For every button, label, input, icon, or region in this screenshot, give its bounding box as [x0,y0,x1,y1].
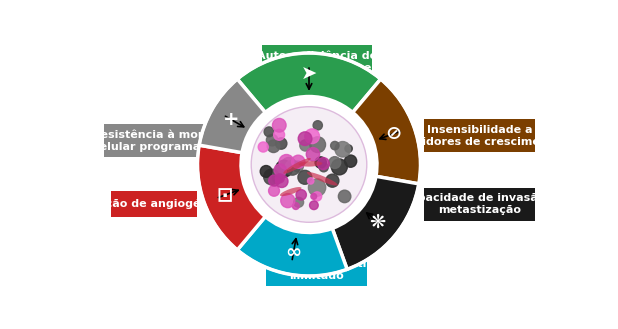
Circle shape [292,203,299,210]
Circle shape [298,132,312,145]
FancyBboxPatch shape [425,119,535,152]
Circle shape [310,201,318,210]
Text: Indução de angiogénese: Indução de angiogénese [78,199,230,209]
Circle shape [267,140,280,153]
FancyBboxPatch shape [266,254,367,287]
Circle shape [307,148,320,161]
Circle shape [310,137,326,153]
Circle shape [266,134,278,146]
Circle shape [329,157,341,168]
Wedge shape [332,176,419,269]
Circle shape [273,118,286,132]
Circle shape [269,185,279,196]
Circle shape [317,158,329,169]
Circle shape [269,175,280,186]
Text: Capacidade de invasão e
metastização: Capacidade de invasão e metastização [402,193,557,215]
Circle shape [276,175,288,188]
Wedge shape [237,216,347,276]
Circle shape [274,164,286,176]
Circle shape [241,96,377,233]
FancyBboxPatch shape [425,188,535,221]
Circle shape [335,141,350,157]
Circle shape [276,138,287,149]
Ellipse shape [251,107,367,222]
Circle shape [276,160,292,177]
FancyBboxPatch shape [261,44,372,80]
Circle shape [326,174,339,187]
Circle shape [313,121,323,130]
Circle shape [275,174,284,183]
Circle shape [264,169,279,185]
Circle shape [292,161,303,172]
Circle shape [296,190,307,200]
Text: Insensibilidade a
inibidores de crescimento: Insensibilidade a inibidores de crescime… [399,125,561,146]
Text: ⊡: ⊡ [216,186,233,205]
Text: ∞: ∞ [286,243,302,262]
Circle shape [274,166,286,178]
FancyBboxPatch shape [111,191,197,217]
Circle shape [285,160,300,175]
Circle shape [338,190,351,203]
Circle shape [292,155,305,168]
Text: Potencial replicativo
ilimitado: Potencial replicativo ilimitado [253,259,381,281]
Wedge shape [199,79,265,153]
Ellipse shape [280,187,302,196]
Circle shape [308,178,314,184]
Circle shape [319,163,328,172]
Circle shape [298,170,312,184]
Circle shape [331,159,347,175]
Wedge shape [198,145,265,250]
Circle shape [331,141,339,150]
Ellipse shape [307,172,337,186]
Circle shape [315,157,326,168]
Text: Auto-suficiência de
factores de crescimento: Auto-suficiência de factores de crescime… [241,51,392,73]
Circle shape [345,145,352,152]
Circle shape [264,127,274,137]
Text: ❋: ❋ [370,213,386,232]
Wedge shape [353,79,420,184]
Ellipse shape [283,158,311,174]
Circle shape [313,192,322,201]
Text: +: + [223,110,240,129]
FancyBboxPatch shape [104,124,204,157]
Circle shape [279,155,294,169]
Circle shape [305,129,320,143]
Circle shape [260,165,272,177]
Circle shape [258,142,268,152]
Wedge shape [237,53,381,113]
Text: ➤: ➤ [301,65,317,84]
Circle shape [344,155,357,167]
Circle shape [273,173,282,183]
Circle shape [308,179,326,196]
Text: ⊘: ⊘ [385,124,402,143]
Circle shape [282,157,296,172]
Circle shape [294,197,303,207]
Circle shape [274,129,285,140]
Circle shape [311,193,316,199]
Text: Resistência à morte
celular programada: Resistência à morte celular programada [92,130,216,152]
Ellipse shape [298,161,323,166]
Circle shape [281,193,295,208]
Circle shape [300,140,311,151]
